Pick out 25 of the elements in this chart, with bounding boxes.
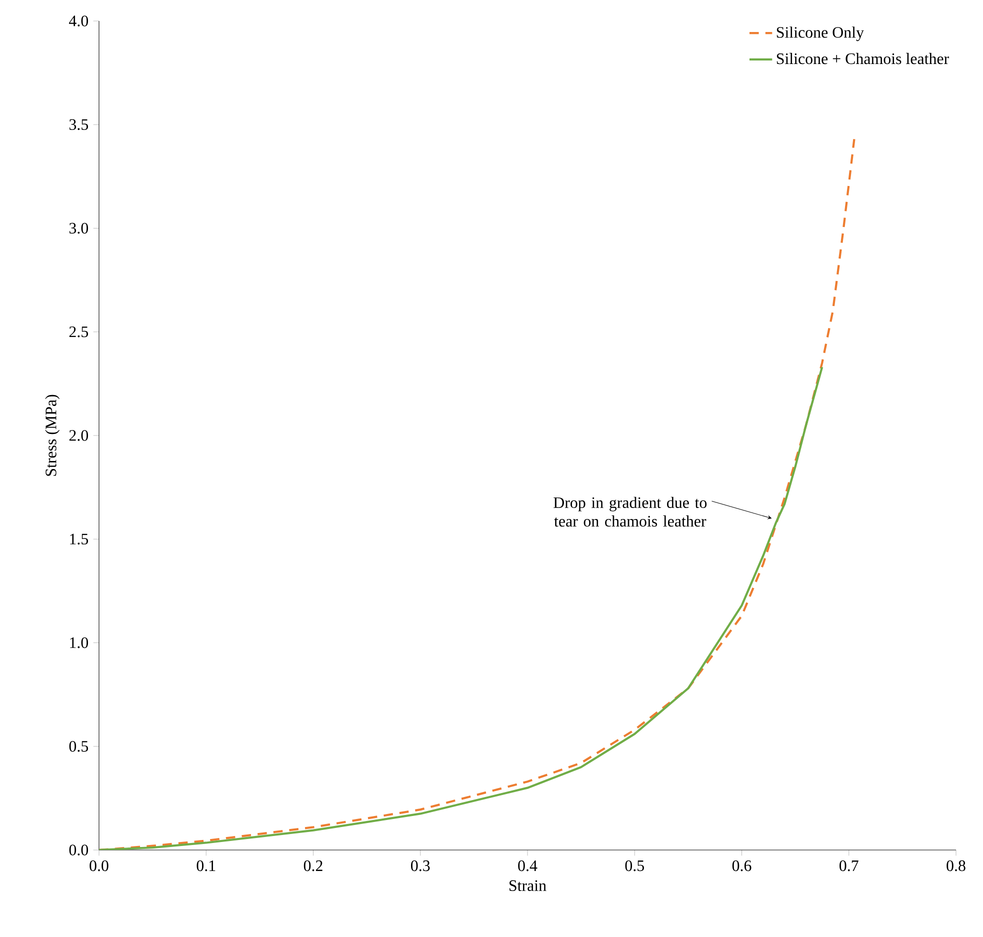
legend-label: Silicone Only: [776, 26, 864, 42]
x-tick-label: 0.7: [840, 860, 858, 872]
y-tick-label: 1.5: [70, 534, 88, 544]
y-tick-label: 3.0: [69, 222, 88, 234]
line-series: [99, 366, 824, 850]
x-tick-label: 0.4: [518, 860, 538, 872]
x-tick-label: 0.1: [196, 860, 216, 872]
x-tick-label: 0.8: [946, 860, 966, 872]
legend-label: Silicone + Chamois leather: [776, 52, 949, 64]
x-axis-title: Strain: [510, 880, 546, 892]
x-tick-label: 0.6: [732, 860, 752, 872]
x-tick-label: 0.3: [411, 860, 430, 872]
y-axis-title: Stress (MPa): [45, 394, 60, 476]
y-tick-label: 1.0: [70, 637, 88, 648]
y-tick-label: 2.0: [69, 430, 88, 441]
y-tick-label: 0.5: [69, 740, 88, 752]
line-series: [99, 138, 856, 850]
x-tick-label: 0.2: [304, 860, 322, 872]
x-tick-label: 0.5: [625, 860, 644, 872]
y-tick-label: 2.5: [69, 326, 88, 338]
y-tick-label: 3.5: [69, 119, 88, 130]
x-tick-label: 0.0: [90, 860, 108, 872]
y-tick-label: 0.0: [69, 844, 88, 856]
y-tick-label: 4.0: [69, 16, 88, 26]
annotation: Drop in gradient due to tear on chamois leather: [554, 496, 707, 527]
